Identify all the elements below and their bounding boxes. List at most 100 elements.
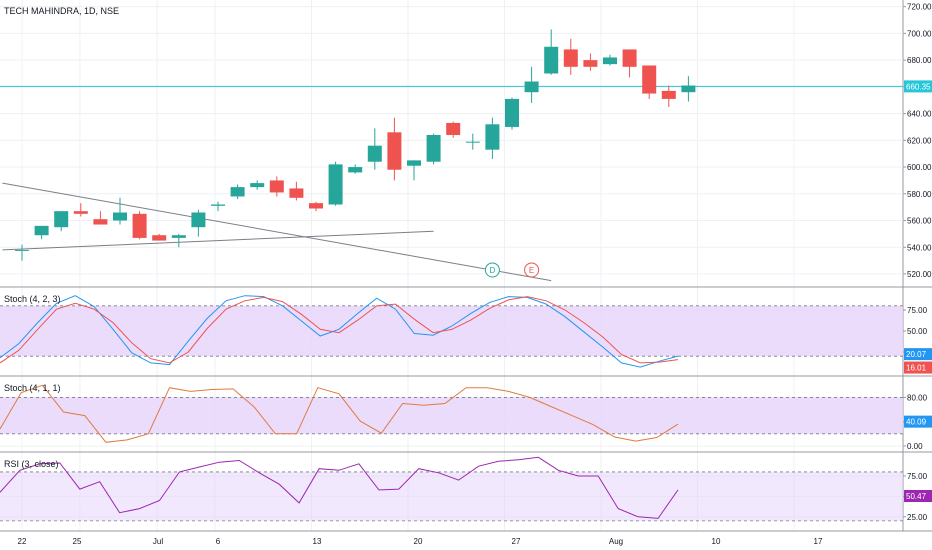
candle-body (15, 249, 29, 251)
candle-body (367, 145, 382, 162)
axis-tick-label: 720.00 (907, 3, 932, 12)
candle-body (230, 187, 245, 197)
time-axis-label: 17 (814, 537, 823, 546)
value-tag-text: 20.07 (906, 350, 927, 359)
candle-body (426, 134, 441, 162)
series-line (0, 456, 679, 519)
candle-body (269, 180, 284, 193)
candle-body (505, 98, 519, 127)
time-axis-label: 13 (313, 537, 322, 546)
candle-body (465, 141, 480, 143)
trend-lines (0, 85, 903, 282)
axis-tick-label: 50.00 (907, 327, 928, 336)
symbol-title: TECH MAHINDRA, 1D, NSE (4, 6, 119, 16)
candle-body (73, 211, 88, 214)
value-tag: 16.01 (904, 361, 932, 374)
value-tag-bg (904, 361, 932, 374)
event-marker-label: D (490, 266, 496, 275)
value-tag: 40.09 (904, 415, 932, 428)
candle-body (407, 160, 421, 166)
axis-tick-label: 540.00 (907, 243, 932, 252)
candle-body (289, 188, 304, 198)
time-axis-label: 20 (414, 537, 423, 546)
axis-tick-label: 580.00 (907, 190, 932, 199)
axis-tick-label: 640.00 (907, 110, 932, 119)
value-tag-bg (904, 80, 932, 93)
trend-line (2, 182, 552, 282)
axis-tick-label: 520.00 (907, 270, 932, 279)
value-tag-text: 40.09 (906, 418, 927, 427)
value-tag-text: 660.35 (906, 82, 931, 91)
candle-body (661, 90, 676, 99)
event-marker-e[interactable] (524, 262, 540, 278)
candle-body (622, 49, 637, 67)
candle-body (191, 212, 206, 228)
candle-body (524, 81, 539, 93)
band-fill (0, 471, 903, 521)
axis-tick-label: 0.00 (907, 442, 923, 451)
candle-body (387, 132, 402, 170)
time-axis-label: 27 (512, 537, 521, 546)
time-axis-label: Jul (153, 537, 163, 546)
candle-body (152, 235, 167, 241)
oscillator-series (0, 295, 679, 519)
axis-tick-label: 620.00 (907, 136, 932, 145)
value-tag-text: 50.47 (906, 492, 927, 501)
value-tag: 660.35 (904, 80, 932, 93)
series-line (0, 295, 679, 368)
axis-tick-label: 700.00 (907, 29, 932, 38)
rsi-title: RSI (3, close) (4, 459, 59, 469)
candle-body (113, 212, 127, 221)
time-axis-label: 25 (73, 537, 82, 546)
event-marker-label: E (529, 266, 534, 275)
candle-body (583, 60, 598, 67)
time-axis: 22 25 Jul 6 13 20 27 Aug 10 17 (18, 537, 823, 546)
axis-tick-label: 600.00 (907, 163, 932, 172)
value-tag-bg (904, 348, 932, 361)
value-tag-text: 16.01 (906, 364, 927, 373)
value-tag-bg (904, 415, 932, 428)
candle-body (348, 167, 363, 173)
band-fill (0, 305, 903, 357)
value-tag: 20.07 (904, 348, 932, 361)
candle-body (309, 203, 323, 209)
series-line (0, 296, 679, 364)
oscillator-bands (0, 305, 903, 522)
trend-line (2, 230, 434, 251)
axis-tick-label: 25.00 (907, 513, 928, 522)
candle-body (250, 183, 265, 188)
time-axis-label: Aug (609, 537, 623, 546)
candle-body (446, 122, 461, 135)
candle-body (171, 235, 186, 238)
candle-body (328, 164, 343, 205)
axis-tick-label: 75.00 (907, 306, 928, 315)
time-axis-label: 6 (216, 537, 221, 546)
candle-body (211, 204, 225, 206)
candle-body (485, 124, 500, 150)
band-fill (0, 397, 903, 434)
stoch-1-title: Stoch (4, 2, 3) (4, 294, 61, 304)
candle-body (603, 57, 617, 65)
axis-tick-label: 75.00 (907, 472, 928, 481)
candle-body (642, 65, 657, 94)
candle-body (54, 211, 69, 228)
event-marker-d[interactable] (484, 262, 500, 278)
candle-body (132, 213, 147, 238)
candlestick-series (15, 29, 696, 261)
candle-body (544, 46, 559, 74)
stoch-2-title: Stoch (4, 1, 1) (4, 383, 61, 393)
axis-tick-label: 680.00 (907, 56, 932, 65)
time-axis-label: 10 (712, 537, 721, 546)
candle-body (563, 49, 578, 67)
axis-tick-label: 80.00 (907, 393, 928, 402)
value-tag-bg (904, 490, 932, 503)
series-line (0, 384, 679, 443)
axis-tick-label: 560.00 (907, 217, 932, 226)
candle-body (93, 219, 108, 225)
time-axis-label: 22 (18, 537, 27, 546)
value-tag: 50.47 (904, 490, 932, 503)
value-labels: 660.35 20.07 16.01 40.09 50.47 (904, 80, 932, 503)
candle-body (681, 85, 696, 93)
